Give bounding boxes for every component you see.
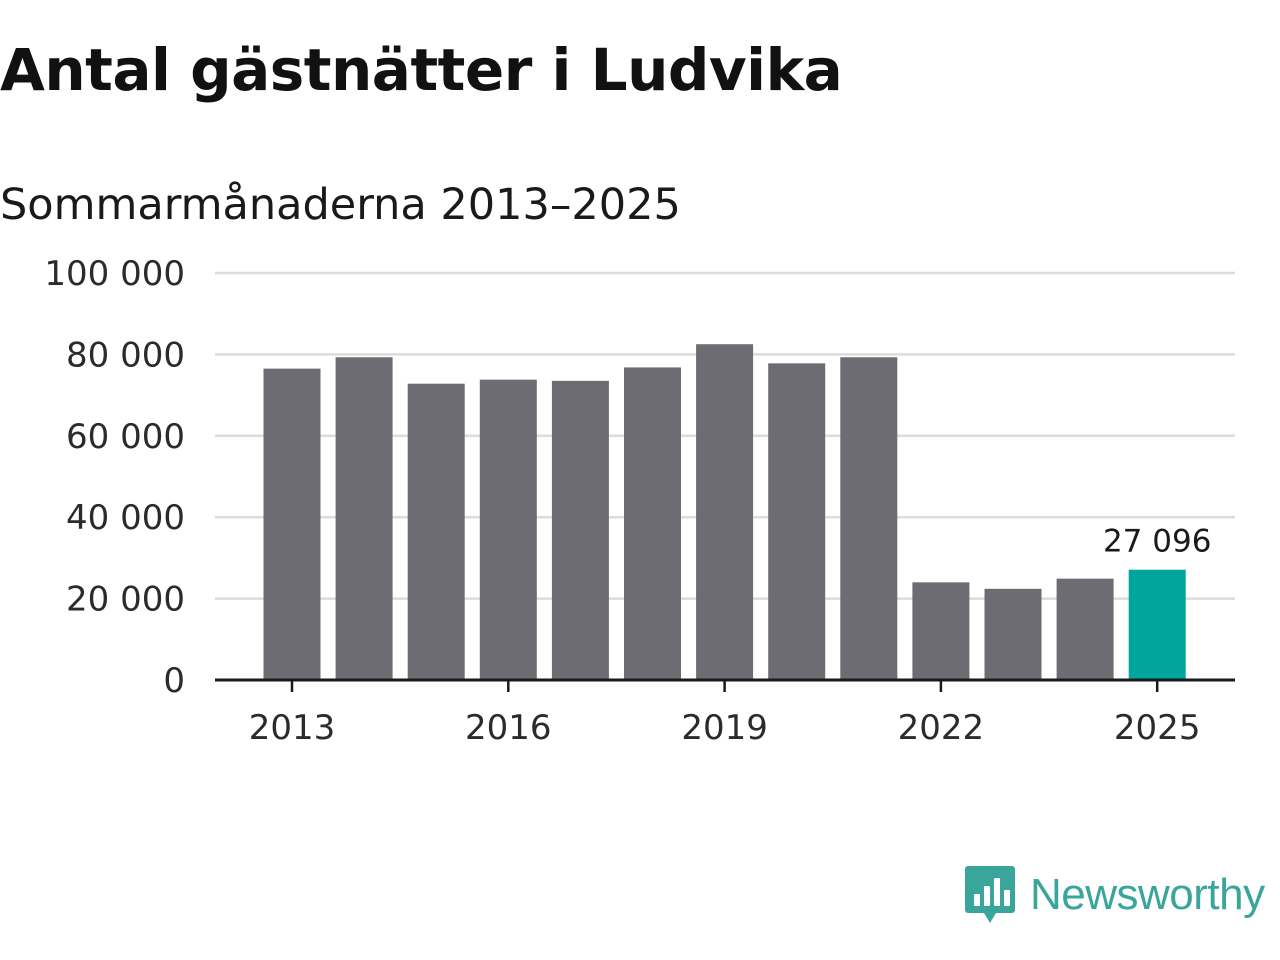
newsworthy-logo-icon bbox=[965, 866, 1015, 923]
x-tick-label: 2022 bbox=[898, 708, 985, 748]
bar-2023 bbox=[984, 588, 1042, 680]
bar-2021 bbox=[840, 357, 898, 680]
bar-2022 bbox=[912, 582, 970, 680]
x-tick-label: 2013 bbox=[249, 708, 336, 748]
bar-2020 bbox=[768, 363, 826, 680]
bar-2018 bbox=[624, 367, 681, 680]
x-tick-label: 2025 bbox=[1114, 708, 1201, 748]
labels: 0 20 000 40 000 60 000 80 000 100 000 2013 2016… bbox=[44, 254, 1211, 748]
bar-chart: 0 20 000 40 000 60 000 80 000 100 000 2013 2016… bbox=[44, 254, 1235, 748]
brand-logo: Newsworthy bbox=[964, 864, 1265, 926]
brand-name: Newsworthy bbox=[1030, 870, 1265, 919]
chart-title: Antal gästnätter i Ludvika bbox=[0, 36, 843, 104]
bar-2015 bbox=[407, 383, 465, 680]
bars bbox=[263, 344, 1186, 680]
y-tick-label: 80 000 bbox=[66, 335, 185, 375]
chart-subtitle: Sommarmånaderna 2013–2025 bbox=[0, 180, 681, 230]
y-tick-label: 40 000 bbox=[66, 498, 185, 538]
x-tick-label: 2016 bbox=[465, 708, 552, 748]
bar-2019 bbox=[696, 344, 754, 680]
y-tick-label: 20 000 bbox=[66, 580, 185, 620]
y-tick-label: 60 000 bbox=[66, 417, 185, 457]
bar-2025 bbox=[1128, 569, 1186, 680]
y-tick-label: 100 000 bbox=[44, 254, 185, 294]
bar-2017 bbox=[551, 380, 609, 680]
y-tick-label: 0 bbox=[163, 661, 185, 701]
bar-2024 bbox=[1056, 578, 1114, 680]
bar-2016 bbox=[479, 379, 537, 680]
x-tick-label: 2019 bbox=[681, 708, 768, 748]
data-label: 27 096 bbox=[1103, 524, 1211, 560]
bar-2014 bbox=[335, 357, 393, 680]
bar-2013 bbox=[263, 368, 321, 680]
x-axis bbox=[215, 678, 1235, 692]
